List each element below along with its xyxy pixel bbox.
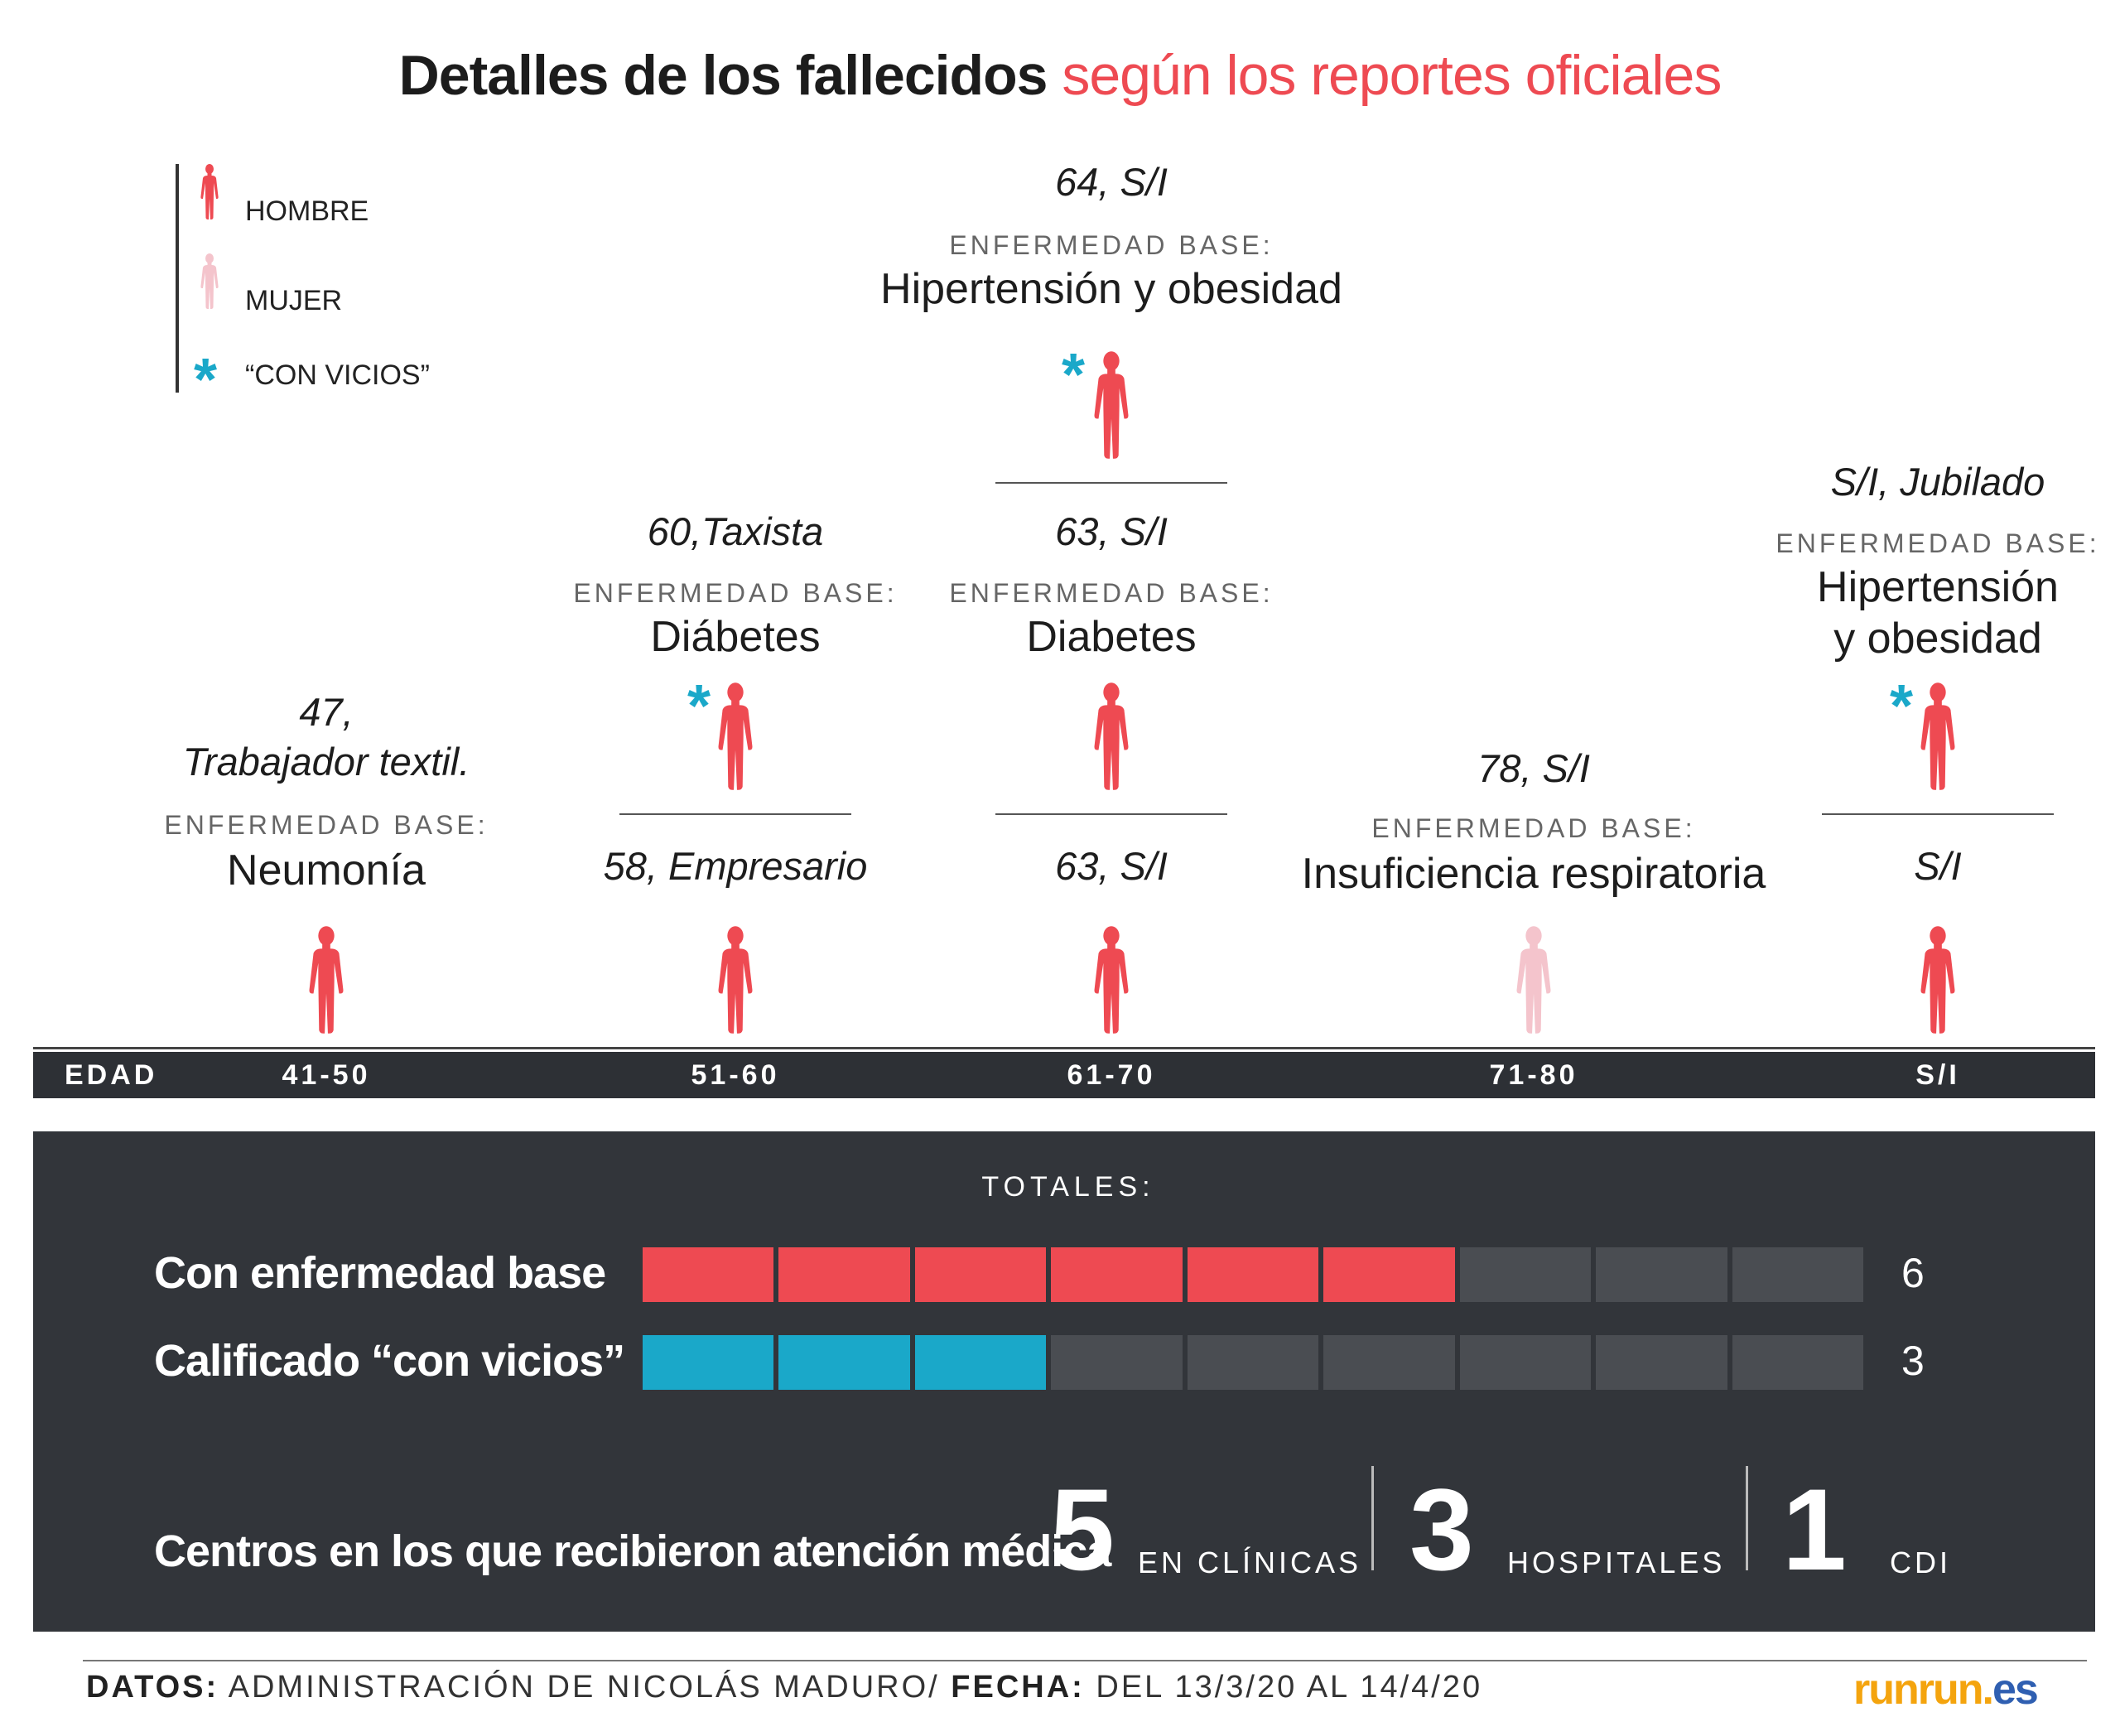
case-separator	[995, 482, 1227, 484]
bar-segment-enfermedad-empty	[1459, 1247, 1592, 1302]
bar-segment-vicios-filled	[778, 1335, 910, 1390]
bar-segment-enfermedad-filled	[643, 1247, 774, 1302]
centros-hospitales-label: HOSPITALES	[1507, 1546, 1726, 1579]
logo-main: runrun.	[1853, 1666, 1994, 1714]
bar-enfermedad-base	[643, 1247, 1868, 1302]
centros-cdi-number: 1	[1782, 1464, 1847, 1594]
female-figure-icon	[1516, 926, 1551, 1034]
case-separator	[995, 813, 1227, 815]
case-caption: 64, S/I	[1055, 160, 1168, 204]
bar-segment-vicios-filled	[914, 1335, 1047, 1390]
chart-title: Detalles de los fallecidos según los rep…	[0, 43, 2120, 108]
axis-tick-label: S/I	[1915, 1059, 1960, 1091]
row-label-vicios: Calificado “con vicios”	[154, 1336, 625, 1386]
axis-tick-label: 61-70	[1067, 1059, 1156, 1091]
male-figure-icon	[718, 926, 753, 1034]
case-disease: Insuficiencia respiratoria	[1301, 850, 1766, 898]
male-figure-icon	[1920, 926, 1955, 1034]
bar-segment-vicios-empty	[1732, 1335, 1863, 1390]
case-separator	[619, 813, 851, 815]
legend-female-icon	[200, 253, 219, 309]
bar-segment-vicios-empty	[1323, 1335, 1455, 1390]
row-value-vicios: 3	[1901, 1338, 1925, 1384]
male-figure-icon	[1094, 351, 1129, 459]
case-caption: 63, S/I	[1055, 509, 1168, 553]
title-part-1: Detalles de los fallecidos	[398, 44, 1048, 107]
case-disease: Neumonía	[227, 846, 426, 895]
legend-vice-label: “CON VICIOS”	[245, 359, 430, 391]
bar-segment-enfermedad-empty	[1732, 1247, 1863, 1302]
centros-divider	[1746, 1466, 1748, 1570]
runrunes-logo: runrun.es	[1853, 1665, 2039, 1714]
enfermedad-base-label: ENFERMEDAD BASE:	[1776, 528, 2100, 558]
totals-title: TOTALES:	[981, 1171, 1155, 1203]
bar-con-vicios	[643, 1335, 1868, 1390]
bar-segment-enfermedad-filled	[1323, 1247, 1455, 1302]
enfermedad-base-label: ENFERMEDAD BASE:	[949, 578, 1274, 608]
enfermedad-base-label: ENFERMEDAD BASE:	[949, 230, 1274, 260]
case-caption: S/I, Jubilado	[1830, 460, 2045, 504]
legend-male-icon	[200, 164, 219, 219]
case-disease: Diabetes	[1026, 613, 1197, 661]
row-value-enfermedad: 6	[1901, 1250, 1925, 1296]
bar-segment-enfermedad-empty	[1596, 1247, 1727, 1302]
case-disease: Hipertensión y obesidad	[1817, 563, 2059, 663]
bar-segment-vicios-empty	[1187, 1335, 1319, 1390]
legend-female-label: MUJER	[245, 285, 343, 316]
datos-label: DATOS:	[86, 1670, 219, 1705]
case-separator	[1822, 813, 2054, 815]
case-caption: 47, Trabajador textil.	[182, 690, 470, 784]
centros-divider	[1371, 1466, 1374, 1570]
bar-segment-vicios-empty	[1051, 1335, 1183, 1390]
centros-cdi-label: CDI	[1890, 1546, 1951, 1579]
vice-asterisk-icon: *	[687, 673, 711, 740]
axis-tick-label: 41-50	[282, 1059, 371, 1091]
bar-segment-enfermedad-filled	[914, 1247, 1047, 1302]
bar-segment-vicios-filled	[643, 1335, 774, 1390]
footer-source: DATOS: ADMINISTRACIÓN DE NICOLÁS MADURO/…	[86, 1670, 1482, 1705]
male-figure-icon	[1920, 682, 1955, 790]
axis-line	[33, 1047, 2095, 1049]
axis-band	[33, 1052, 2095, 1098]
centros-clinicas-number: 5	[1050, 1464, 1115, 1594]
male-figure-icon	[309, 926, 344, 1034]
legend-divider	[176, 164, 179, 393]
case-caption: 60,Taxista	[647, 509, 824, 553]
centros-hospitales-number: 3	[1409, 1464, 1474, 1594]
centros-label: Centros en los que recibieron atención m…	[154, 1526, 1111, 1576]
axis-tick-label: 71-80	[1489, 1059, 1578, 1091]
footer-divider	[83, 1660, 2087, 1661]
vice-asterisk-icon: *	[1062, 342, 1086, 408]
bar-segment-enfermedad-filled	[1187, 1247, 1319, 1302]
case-caption: S/I	[1914, 844, 1962, 888]
logo-es: es	[1992, 1666, 2039, 1714]
fecha-value: DEL 13/3/20 AL 14/4/20	[1096, 1670, 1483, 1705]
vice-asterisk-icon: *	[1890, 673, 1914, 740]
datos-value: ADMINISTRACIÓN DE NICOLÁS MADURO/	[228, 1670, 940, 1705]
legend-asterisk-icon: *	[194, 347, 218, 413]
row-label-enfermedad: Con enfermedad base	[154, 1248, 606, 1298]
bar-segment-enfermedad-filled	[778, 1247, 910, 1302]
male-figure-icon	[1094, 682, 1129, 790]
enfermedad-base-label: ENFERMEDAD BASE:	[1371, 813, 1696, 843]
bar-segment-enfermedad-filled	[1051, 1247, 1183, 1302]
enfermedad-base-label: ENFERMEDAD BASE:	[573, 578, 898, 608]
case-disease: Diábetes	[650, 613, 821, 661]
axis-title: EDAD	[65, 1059, 158, 1091]
title-part-2: según los reportes oficiales	[1062, 44, 1722, 107]
fecha-label: FECHA:	[951, 1670, 1085, 1705]
case-caption: 58, Empresario	[603, 844, 868, 888]
bar-segment-vicios-empty	[1459, 1335, 1592, 1390]
male-figure-icon	[1094, 926, 1129, 1034]
case-caption: 78, S/I	[1477, 746, 1590, 790]
axis-tick-label: 51-60	[691, 1059, 780, 1091]
case-caption: 63, S/I	[1055, 844, 1168, 888]
bar-segment-vicios-empty	[1596, 1335, 1727, 1390]
centros-clinicas-label: EN CLÍNICAS	[1138, 1546, 1362, 1579]
male-figure-icon	[718, 682, 753, 790]
case-disease: Hipertensión y obesidad	[880, 265, 1342, 313]
enfermedad-base-label: ENFERMEDAD BASE:	[164, 810, 489, 840]
legend-male-label: HOMBRE	[245, 195, 369, 227]
